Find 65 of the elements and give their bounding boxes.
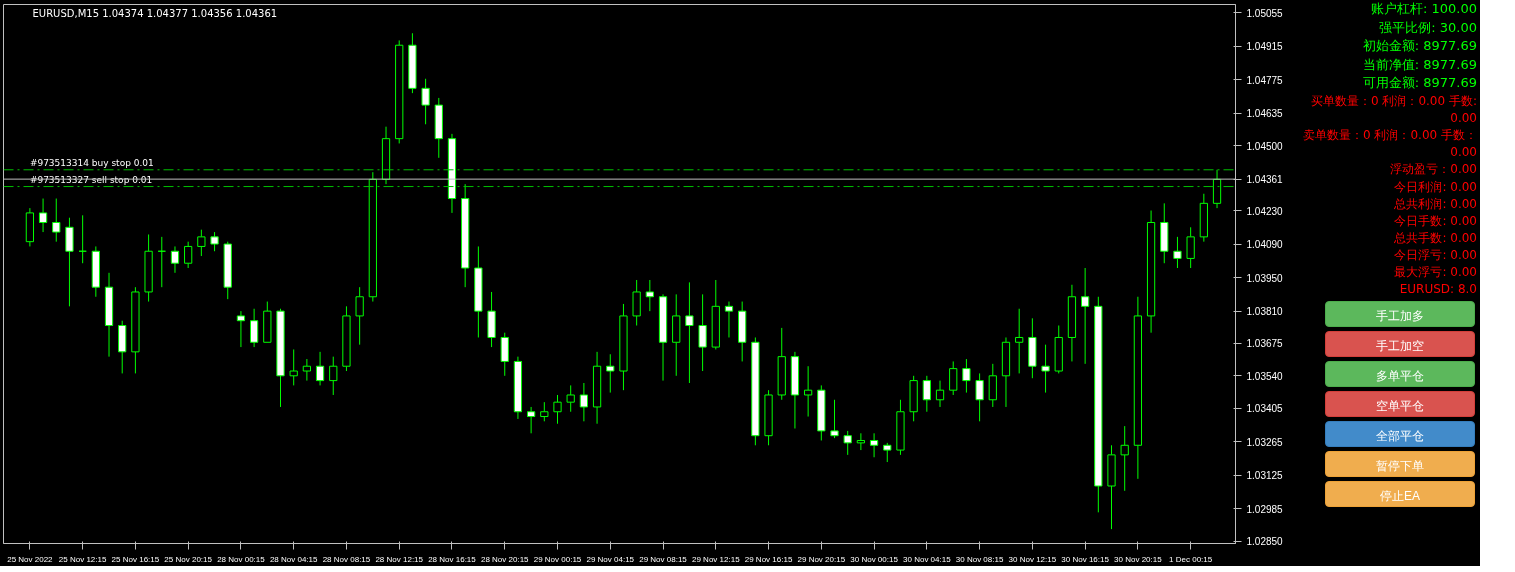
text: 空单平仓	[1325, 390, 1475, 417]
text: 买单数量：0 利润：0.00 手数: 0.00	[1309, 92, 1477, 127]
text: 今日浮亏: 0.00	[1394, 247, 1477, 265]
y-tick-label: 1.04775	[1246, 74, 1284, 86]
y-tick-label: 1.03540	[1246, 370, 1284, 382]
y-tick-label: 1.03125	[1246, 470, 1284, 482]
x-tick-label: 30 Nov 08:15	[955, 554, 1004, 564]
ref-line-label: #973513314 buy stop 0.01	[29, 157, 154, 168]
y-tick-label: 1.04230	[1246, 205, 1284, 217]
x-tick-label: 25 Nov 16:15	[111, 554, 160, 564]
y-tick-label: 1.04361	[1246, 174, 1284, 186]
text: 卖单数量：0 利润：0.00 手数： 0.00	[1302, 127, 1477, 162]
text: 初始金额: 8977.69	[1362, 37, 1477, 56]
x-tick-label: 30 Nov 04:15	[903, 554, 952, 564]
x-tick-label: 29 Nov 20:15	[797, 554, 846, 564]
y-tick-label: 1.03265	[1246, 436, 1284, 448]
text: 停止EA	[1325, 480, 1475, 507]
text: 多单平仓	[1325, 360, 1475, 387]
x-tick-label: 29 Nov 00:15	[533, 554, 582, 564]
text: 暂停下单	[1325, 450, 1475, 477]
text: 手工加多	[1325, 300, 1475, 327]
x-tick-label: 25 Nov 12:15	[58, 554, 107, 564]
y-tick-label: 1.02850	[1246, 536, 1284, 548]
text: 手工加空	[1325, 330, 1475, 357]
y-tick-label: 1.04635	[1246, 108, 1284, 120]
x-tick-label: 1 Dec 00:15	[1169, 554, 1213, 564]
x-tick-label: 25 Nov 20:15	[164, 554, 213, 564]
x-tick-label: 28 Nov 12:15	[375, 554, 424, 564]
text: 当前净值: 8977.69	[1362, 55, 1477, 74]
chart-title: EURUSD,M15 1.04374 1.04377 1.04356 1.04361	[32, 7, 278, 19]
text: 今日手数: 0.00	[1394, 212, 1477, 230]
y-tick-label: 1.03675	[1246, 338, 1284, 350]
text: 可用金额: 8977.69	[1362, 74, 1477, 93]
text: EURUSD: 8.0	[1399, 281, 1477, 299]
x-tick-label: 30 Nov 20:15	[1114, 554, 1163, 564]
x-tick-label: 30 Nov 16:15	[1061, 554, 1110, 564]
y-tick-label: 1.02985	[1246, 503, 1284, 515]
y-tick-label: 1.03810	[1246, 306, 1284, 318]
text: 全部平仓	[1325, 420, 1475, 447]
text: 总共手数: 0.00	[1394, 229, 1477, 247]
x-tick-label: 30 Nov 12:15	[1008, 554, 1057, 564]
x-tick-label: 30 Nov 00:15	[850, 554, 899, 564]
x-tick-label: 28 Nov 20:15	[480, 554, 530, 564]
text: 总共利润: 0.00	[1394, 195, 1477, 213]
x-tick-label: 28 Nov 08:15	[322, 554, 371, 564]
y-tick-label: 1.04090	[1246, 239, 1284, 251]
text: 今日利润: 0.00	[1394, 178, 1477, 196]
text: 强平比例: 30.00	[1379, 18, 1477, 37]
text: 最大浮亏: 0.00	[1394, 264, 1477, 282]
y-tick-label: 1.04915	[1246, 41, 1284, 53]
x-tick-label: 29 Nov 08:15	[639, 554, 688, 564]
x-tick-label: 28 Nov 04:15	[269, 554, 319, 564]
x-tick-label: 25 Nov 2022	[7, 554, 54, 564]
text: 账户杠杆: 100.00	[1371, 0, 1477, 18]
y-tick-label: 1.03950	[1246, 272, 1284, 284]
x-tick-label: 29 Nov 04:15	[586, 554, 635, 564]
x-tick-label: 28 Nov 00:15	[217, 554, 266, 564]
x-tick-label: 28 Nov 16:15	[428, 554, 477, 564]
y-tick-label: 1.05055	[1246, 7, 1284, 19]
y-tick-label: 1.04500	[1246, 140, 1284, 152]
ref-line-label: #973513327 sell stop 0.01	[29, 174, 153, 185]
y-tick-label: 1.03405	[1246, 403, 1284, 415]
x-tick-label: 29 Nov 16:15	[744, 554, 793, 564]
x-tick-label: 29 Nov 12:15	[692, 554, 741, 564]
text: 浮动盈亏：0.00	[1390, 161, 1477, 179]
